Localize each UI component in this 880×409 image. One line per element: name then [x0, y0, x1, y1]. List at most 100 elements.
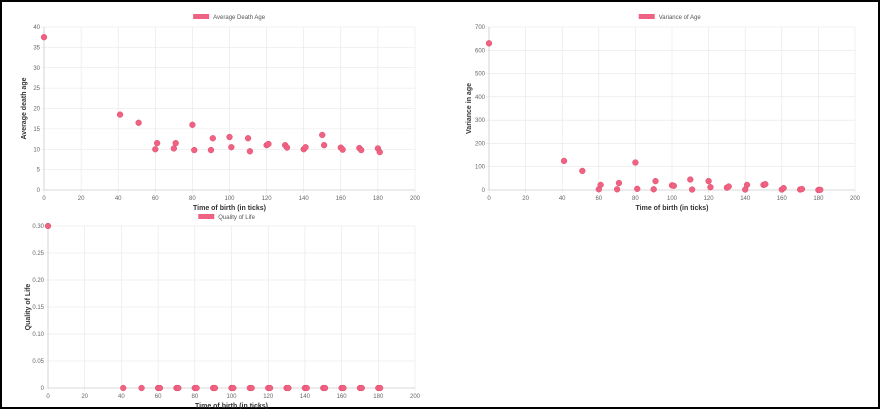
y-tick-label: 0	[482, 188, 486, 194]
data-point[interactable]	[725, 183, 732, 190]
data-point[interactable]	[283, 144, 291, 151]
data-point[interactable]	[485, 40, 493, 47]
x-tick-label: 140	[740, 196, 751, 202]
data-point[interactable]	[138, 384, 145, 392]
data-point[interactable]	[597, 181, 604, 189]
data-point[interactable]	[615, 179, 623, 187]
y-tick-label: 0	[37, 188, 41, 194]
data-point[interactable]	[193, 384, 200, 392]
data-point[interactable]	[230, 384, 237, 392]
data-points	[44, 222, 384, 392]
x-tick-label: 120	[704, 196, 715, 202]
data-point[interactable]	[632, 159, 639, 166]
data-point[interactable]	[613, 186, 621, 193]
x-tick-label: 80	[189, 196, 196, 202]
data-point[interactable]	[285, 384, 292, 392]
data-point[interactable]	[265, 140, 272, 148]
data-point[interactable]	[116, 111, 124, 118]
data-point[interactable]	[817, 186, 824, 193]
y-tick-label: 300	[475, 118, 486, 124]
data-point[interactable]	[320, 142, 328, 149]
legend[interactable]: Average Death Age	[193, 14, 266, 21]
data-point[interactable]	[156, 384, 164, 392]
data-point[interactable]	[44, 222, 52, 230]
data-point[interactable]	[248, 384, 255, 392]
legend[interactable]: Variance of Age	[638, 14, 702, 21]
data-point[interactable]	[707, 184, 714, 191]
x-tick-label: 100	[224, 196, 235, 202]
data-point[interactable]	[670, 182, 677, 189]
x-axis-title: Time of birth (in ticks)	[193, 205, 266, 212]
data-point[interactable]	[211, 384, 219, 392]
y-axis-title: Quality of Life	[25, 284, 32, 331]
y-tick-label: 35	[33, 45, 40, 51]
data-point[interactable]	[319, 131, 326, 139]
data-point[interactable]	[172, 139, 179, 147]
x-tick-label: 200	[850, 196, 861, 202]
x-axis-title: Time of birth (in ticks)	[195, 403, 268, 409]
data-point[interactable]	[191, 146, 198, 154]
data-point[interactable]	[340, 384, 347, 392]
data-point[interactable]	[40, 34, 48, 41]
y-axis-title: Variance in age	[466, 83, 473, 134]
data-point[interactable]	[650, 186, 657, 193]
y-tick-label: 30	[33, 66, 40, 72]
data-point[interactable]	[376, 384, 384, 392]
y-tick-label: 200	[475, 141, 486, 147]
legend-label: Quality of Life	[218, 215, 255, 221]
data-point[interactable]	[339, 146, 346, 153]
data-point[interactable]	[687, 176, 694, 183]
data-point[interactable]	[358, 384, 365, 392]
data-point[interactable]	[226, 133, 233, 141]
data-point[interactable]	[266, 384, 274, 392]
x-tick-label: 100	[226, 394, 237, 400]
data-point[interactable]	[120, 384, 127, 392]
data-point[interactable]	[246, 148, 254, 155]
y-tick-label: 0.20	[32, 278, 44, 284]
legend-label: Average Death Age	[213, 15, 266, 21]
data-point[interactable]	[244, 135, 252, 142]
y-tick-label: 600	[475, 48, 486, 54]
data-point[interactable]	[207, 146, 215, 154]
data-point[interactable]	[579, 167, 586, 175]
data-point[interactable]	[652, 178, 659, 185]
data-point[interactable]	[688, 186, 696, 193]
data-point[interactable]	[798, 185, 806, 193]
x-tick-label: 180	[373, 394, 384, 400]
legend-swatch	[193, 14, 210, 19]
y-tick-label: 0.10	[32, 332, 44, 338]
x-tick-label: 20	[81, 394, 88, 400]
data-point[interactable]	[634, 185, 641, 192]
data-point[interactable]	[321, 384, 329, 392]
quality-of-life-chart: Quality of Life 0 20 40 60 80 100 120 140 160 180 2…	[25, 214, 421, 409]
data-point[interactable]	[762, 181, 769, 188]
data-point[interactable]	[560, 157, 568, 165]
x-tick-label: 200	[410, 196, 421, 202]
y-tick-label: 0.25	[32, 251, 44, 257]
data-point[interactable]	[189, 121, 196, 128]
data-point[interactable]	[743, 181, 751, 189]
x-tick-label: 180	[813, 196, 824, 202]
data-point[interactable]	[228, 144, 235, 151]
data-point[interactable]	[152, 146, 159, 153]
data-point[interactable]	[175, 384, 182, 392]
data-point[interactable]	[154, 139, 161, 147]
data-point[interactable]	[303, 384, 310, 392]
data-point[interactable]	[302, 144, 309, 151]
data-point[interactable]	[705, 178, 712, 185]
x-tick-label: 160	[777, 196, 788, 202]
data-point[interactable]	[170, 145, 178, 152]
x-tick-label: 0	[42, 196, 46, 202]
y-tick-label: 5	[37, 168, 41, 174]
data-point[interactable]	[780, 184, 787, 192]
x-tick-label: 20	[78, 196, 85, 202]
legend[interactable]: Quality of Life	[198, 214, 256, 221]
data-point[interactable]	[376, 148, 383, 156]
y-tick-label: 400	[475, 95, 486, 101]
x-tick-label: 160	[337, 394, 348, 400]
data-point[interactable]	[209, 135, 216, 142]
data-point[interactable]	[358, 146, 365, 154]
data-point[interactable]	[135, 119, 142, 126]
